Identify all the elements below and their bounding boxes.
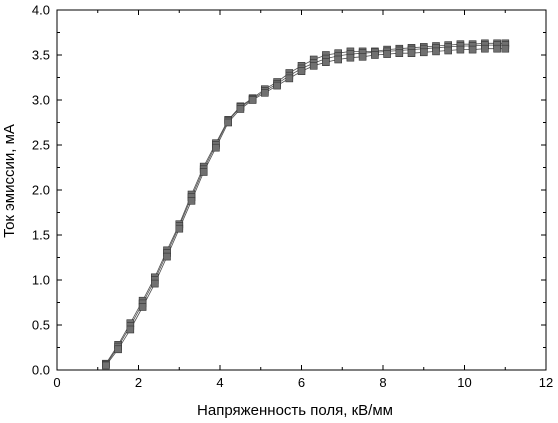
data-point — [383, 50, 391, 58]
data-point — [456, 45, 465, 54]
y-axis-title: Ток эмиссии, мА — [1, 124, 18, 238]
data-point — [334, 55, 343, 64]
series-line-3 — [105, 48, 506, 366]
x-tick-label: 6 — [298, 375, 305, 390]
data-point — [102, 361, 110, 370]
data-point — [224, 118, 232, 127]
data-point — [309, 61, 318, 70]
x-tick-label: 8 — [379, 375, 386, 390]
data-point — [371, 51, 379, 59]
data-point — [297, 67, 306, 75]
data-point — [187, 197, 196, 205]
data-point — [407, 49, 416, 58]
x-tick-label: 0 — [53, 375, 60, 390]
data-point — [481, 44, 489, 53]
data-point — [273, 81, 281, 90]
x-axis-title: Напряженность поля, кВ/мм — [197, 402, 393, 419]
y-tick-label: 1.0 — [32, 273, 50, 288]
y-tick-label: 1.5 — [32, 228, 50, 243]
y-tick-label: 0.5 — [32, 318, 50, 333]
data-point — [468, 45, 477, 54]
data-point — [151, 279, 159, 288]
data-point — [444, 46, 453, 55]
data-point — [260, 89, 269, 97]
data-point — [138, 303, 147, 311]
data-point — [199, 168, 208, 176]
data-point — [501, 44, 510, 53]
data-point — [346, 53, 355, 62]
y-tick-label: 3.0 — [32, 93, 50, 108]
x-tick-label: 10 — [457, 375, 471, 390]
data-point — [114, 345, 122, 354]
x-axis: 0 2 4 6 8 10 12 — [53, 10, 553, 390]
y-tick-label: 0.0 — [32, 363, 50, 378]
data-point — [248, 96, 257, 104]
y-axis: 0.0 0.5 1.0 1.5 2.0 2.5 3.0 3.5 4.0 — [32, 3, 546, 378]
x-tick-label: 2 — [135, 375, 142, 390]
series-markers — [102, 39, 510, 370]
series-line-1 — [105, 42, 506, 364]
data-point — [175, 224, 184, 233]
data-point — [285, 74, 294, 83]
data-point — [322, 58, 330, 67]
data-point — [493, 44, 501, 53]
data-point — [236, 105, 245, 113]
y-tick-label: 4.0 — [32, 3, 50, 18]
data-point — [432, 47, 440, 56]
data-point — [395, 49, 404, 58]
y-tick-label: 2.0 — [32, 183, 50, 198]
data-point — [358, 52, 367, 61]
data-point — [212, 143, 220, 152]
data-point — [126, 325, 135, 334]
y-tick-label: 2.5 — [32, 138, 50, 153]
series-line-2 — [105, 44, 506, 365]
x-tick-label: 4 — [216, 375, 223, 390]
y-tick-label: 3.5 — [32, 48, 50, 63]
x-tick-label: 12 — [539, 375, 553, 390]
data-point — [419, 48, 428, 57]
series-lines — [105, 42, 506, 366]
data-point — [163, 252, 171, 261]
